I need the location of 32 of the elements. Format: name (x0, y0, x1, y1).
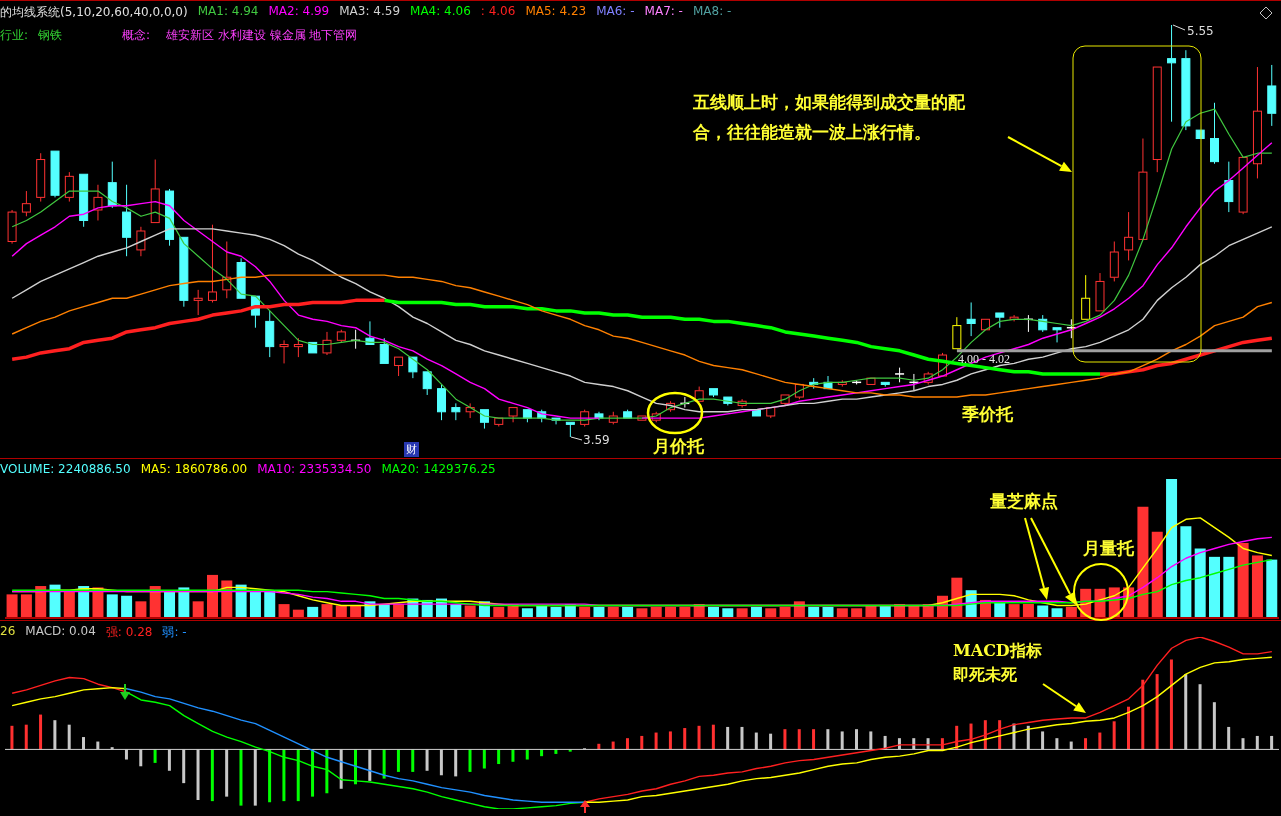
text: MA4: 4.06 (410, 4, 471, 20)
annotation: 季价托 (962, 403, 1013, 426)
text: : 4.06 (480, 4, 516, 20)
chart-title: 的均线系统(5,10,20,60,40,0,0,0) (0, 4, 188, 21)
text: MA5: 4.23 (525, 4, 587, 20)
annotation: 雄安新区 水利建设 镍金属 地下管网 (166, 27, 358, 44)
annotation: 概念: (122, 27, 151, 44)
annotation: 量芝麻点 (990, 490, 1058, 513)
annotation: MACD指标即死未死 (953, 640, 1043, 686)
annotation: 钢铁 (38, 27, 62, 44)
text: MA5: 1860786.00 (140, 462, 248, 476)
text: MA7: - (644, 4, 683, 20)
text: MA20: 1429376.25 (381, 462, 496, 476)
annotation: 5.55 (1187, 24, 1214, 38)
annotation: 月价托 (651, 435, 706, 458)
annotation: 五线顺上时，如果能得到成交量的配合，往往能造就一波上涨行情。 (693, 91, 966, 144)
ref-line-label: 4.00 - 4.02 (957, 351, 1010, 366)
annotation: 行业: (0, 27, 29, 44)
annotation: 3.59 (583, 433, 610, 447)
text: MA2: 4.99 (268, 4, 330, 20)
text: VOLUME: 2240886.50 (0, 462, 131, 476)
annotation: 26 (0, 624, 16, 640)
text: 弱: - (162, 624, 187, 641)
text: MA3: 4.59 (339, 4, 401, 20)
text: MA1: 4.94 (197, 4, 259, 20)
annotation: 月量托 (1083, 537, 1134, 560)
text: MA10: 2335334.50 (257, 462, 372, 476)
text: MA6: - (596, 4, 635, 20)
text: 财 (404, 442, 419, 457)
text: 强: 0.28 (105, 624, 153, 641)
text: MACD: 0.04 (25, 624, 96, 640)
text: MA8: - (692, 4, 732, 20)
